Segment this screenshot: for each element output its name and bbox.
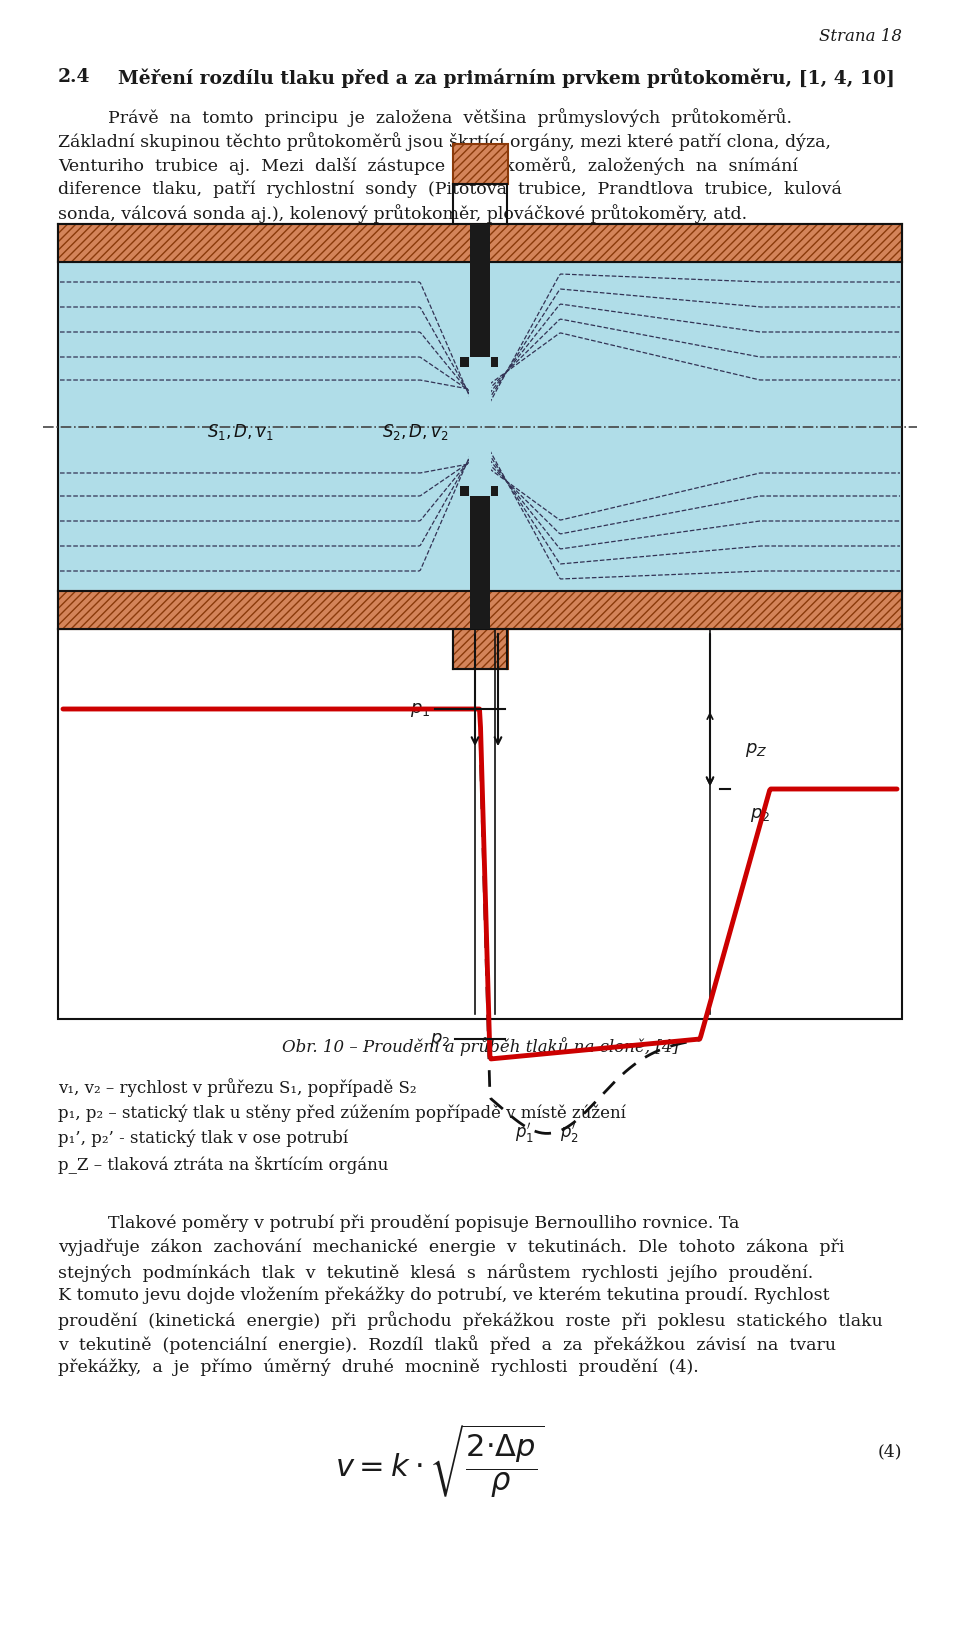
- Text: překážky,  a  je  přímo  úměrný  druhé  mocnině  rychlosti  proudění  (4).: překážky, a je přímo úměrný druhé mocnin…: [58, 1359, 699, 1375]
- Bar: [470, 497, 490, 629]
- Text: (4): (4): [877, 1442, 902, 1459]
- Text: diference  tlaku,  patří  rychlostní  sondy  (Pitotova  trubice,  Prandtlova  tr: diference tlaku, patří rychlostní sondy …: [58, 180, 842, 197]
- Text: p₁’, p₂’ - statický tlak v ose potrubí: p₁’, p₂’ - statický tlak v ose potrubí: [58, 1129, 348, 1147]
- Text: $p_1'$: $p_1'$: [515, 1121, 534, 1144]
- Text: sonda, válcová sonda aj.), kolenový průtokoměr, plováčkové průtokoměry, atd.: sonda, válcová sonda aj.), kolenový průt…: [58, 203, 747, 223]
- Bar: [470, 225, 490, 357]
- Bar: [58, 592, 902, 629]
- Text: p₁, p₂ – statický tlak u stěny před zúžením popřípadě v místě zúžení: p₁, p₂ – statický tlak u stěny před zúže…: [58, 1103, 626, 1121]
- Text: 2.4: 2.4: [58, 67, 90, 85]
- Bar: [460, 487, 498, 497]
- Text: Strana 18: Strana 18: [819, 28, 902, 44]
- Text: $p_2$: $p_2$: [750, 805, 770, 823]
- Text: Tlakové poměry v potrubí při proudění popisuje Bernoulliho rovnice. Ta: Tlakové poměry v potrubí při proudění po…: [108, 1214, 739, 1233]
- Text: $v = k \cdot \sqrt{\dfrac{2{\cdot}\Delta p}{\rho}}$: $v = k \cdot \sqrt{\dfrac{2{\cdot}\Delta…: [335, 1423, 545, 1500]
- Bar: [460, 357, 498, 367]
- Text: Právě  na  tomto  principu  je  založena  většina  průmyslových  průtokoměrů.: Právě na tomto principu je založena větš…: [108, 108, 792, 126]
- Text: v₁, v₂ – rychlost v průřezu S₁, popřípadě S₂: v₁, v₂ – rychlost v průřezu S₁, popřípad…: [58, 1077, 417, 1096]
- Text: Venturiho  trubice  aj.  Mezi  další  zástupce  průtokoměrů,  založených  na  sn: Venturiho trubice aj. Mezi další zástupc…: [58, 156, 798, 175]
- Text: p_Z – tlaková ztráta na škrtícím orgánu: p_Z – tlaková ztráta na škrtícím orgánu: [58, 1155, 389, 1174]
- Text: $p_1$: $p_1$: [410, 700, 430, 718]
- Text: Obr. 10 – Proudění a průběh tlaků na cloně, [4]: Obr. 10 – Proudění a průběh tlaků na clo…: [281, 1036, 679, 1056]
- Bar: [453, 144, 508, 185]
- Text: Základní skupinou těchto průtokoměrů jsou škrtící orgány, mezi které patří clona: Základní skupinou těchto průtokoměrů jso…: [58, 131, 831, 151]
- Text: $S_2, D, v_2$: $S_2, D, v_2$: [382, 423, 448, 443]
- Bar: [58, 262, 902, 592]
- Text: v  tekutině  (potenciální  energie).  Rozdíl  tlaků  před  a  za  překážkou  záv: v tekutině (potenciální energie). Rozdíl…: [58, 1334, 836, 1354]
- Text: $S_1, D, v_1$: $S_1, D, v_1$: [206, 423, 274, 443]
- Text: vyjadřuje  zákon  zachování  mechanické  energie  v  tekutinách.  Dle  tohoto  z: vyjadřuje zákon zachování mechanické ene…: [58, 1237, 845, 1255]
- Text: $p_2$: $p_2$: [430, 1031, 450, 1049]
- Bar: [58, 225, 902, 262]
- Bar: [453, 629, 508, 670]
- Text: Měření rozdílu tlaku před a za primárním prvkem průtokoměru, [1, 4, 10]: Měření rozdílu tlaku před a za primárním…: [118, 67, 895, 89]
- Text: proudění  (kinetická  energie)  při  průchodu  překážkou  roste  při  poklesu  s: proudění (kinetická energie) při průchod…: [58, 1310, 883, 1329]
- Text: stejných  podmínkách  tlak  v  tekutině  klesá  s  nárůstem  rychlosti  jejího  : stejných podmínkách tlak v tekutině kles…: [58, 1262, 813, 1282]
- Bar: [58, 629, 902, 1019]
- Text: $p_2'$: $p_2'$: [560, 1121, 579, 1144]
- Text: K tomuto jevu dojde vložením překážky do potrubí, ve kterém tekutina proudí. Ryc: K tomuto jevu dojde vložením překážky do…: [58, 1287, 829, 1303]
- Bar: [469, 357, 491, 497]
- Text: $p_Z$: $p_Z$: [745, 741, 767, 759]
